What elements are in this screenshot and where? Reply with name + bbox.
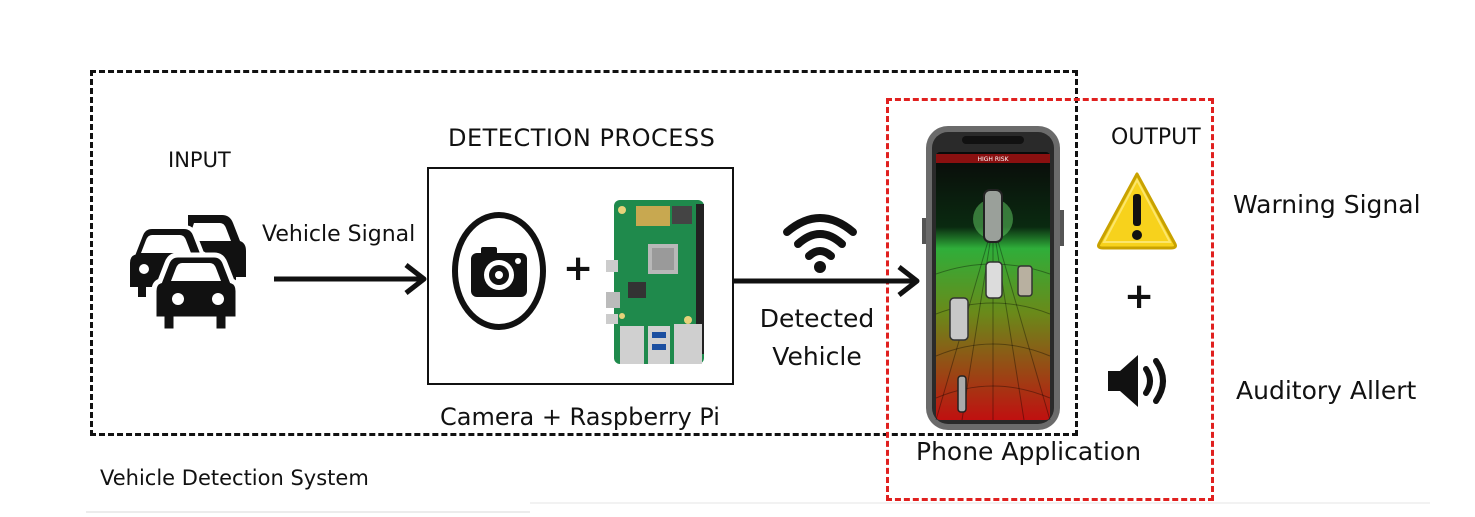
warning-triangle-icon [1097,172,1177,250]
vehicle-signal-label: Vehicle Signal [262,222,416,247]
plus-sign: + [1124,276,1155,317]
warning-signal-label: Warning Signal [1233,190,1421,219]
raspberry-pi-board-icon [606,200,704,364]
output-arrow [733,265,920,297]
input-arrow [274,263,427,295]
camera-raspberry-label: Camera + Raspberry Pi [440,403,720,431]
vehicle-detection-system-boundary [90,70,1078,436]
system-label: Vehicle Detection System [100,466,369,490]
output-boundary [886,98,1214,501]
plus-sign: + [563,248,594,289]
divider [86,511,530,513]
phone-header-text: HIGH RISK [977,156,1009,163]
detected-vehicle-label: Detected Vehicle [759,304,875,371]
phone-icon: HIGH RISK [922,126,1064,430]
detection-process-label: DETECTION PROCESS [448,124,716,152]
auditory-alert-label: Auditory Allert [1236,376,1417,405]
phone-application-label: Phone Application [916,437,1142,466]
camera-icon [452,212,546,330]
output-label: OUTPUT [1111,125,1201,150]
input-label: INPUT [168,148,231,172]
divider [530,502,1430,504]
cars-icon [128,215,246,334]
wifi-icon [783,214,857,273]
speaker-icon [1108,355,1166,407]
